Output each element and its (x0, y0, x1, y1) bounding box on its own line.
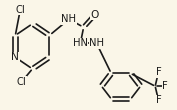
Text: F: F (162, 81, 168, 91)
Text: NH: NH (61, 14, 76, 24)
Text: HN: HN (73, 38, 88, 48)
Text: NH: NH (89, 38, 104, 48)
Text: O: O (91, 10, 99, 20)
Text: F: F (156, 67, 161, 77)
Text: N: N (11, 52, 19, 62)
Text: Cl: Cl (17, 77, 27, 87)
Text: Cl: Cl (15, 5, 25, 15)
Text: F: F (156, 95, 161, 105)
